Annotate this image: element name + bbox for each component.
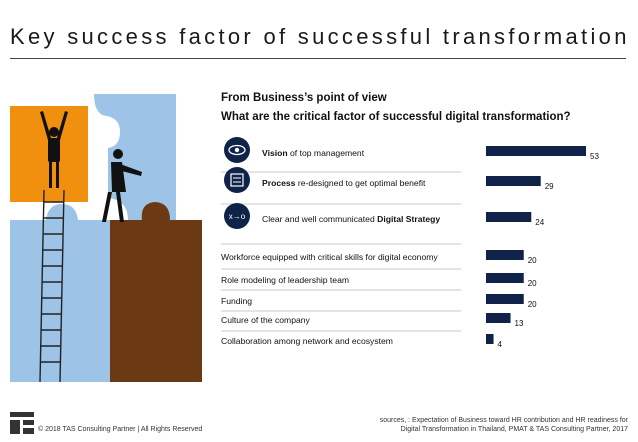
- category-label-4: Workforce equipped with critical skills …: [221, 252, 438, 262]
- bar-8: [486, 334, 494, 344]
- bar-2: [486, 176, 541, 186]
- bar-value-label-2: 29: [545, 182, 554, 191]
- category-label-1: Vision of top management: [262, 148, 365, 158]
- eye-icon-pupil: [234, 147, 240, 153]
- process-icon-circle: [224, 167, 250, 193]
- bar-7: [486, 313, 511, 323]
- puzzle-brown-piece: [110, 202, 202, 382]
- category-label-3: Clear and well communicated Digital Stra…: [262, 214, 440, 224]
- section-heading: From Business’s point of view: [221, 92, 387, 104]
- category-label-5: Role modeling of leadership team: [221, 275, 349, 285]
- strategy-icon: x→o: [229, 212, 246, 221]
- bar-value-label-4: 20: [528, 256, 537, 265]
- bar-5: [486, 273, 524, 283]
- category-label-6: Funding: [221, 296, 252, 306]
- man-figure: [102, 149, 142, 222]
- source-line-2: Digital Transformation in Thailand, PMAT…: [400, 426, 628, 433]
- bar-value-label-1: 53: [590, 152, 599, 161]
- eye-icon: [228, 144, 246, 156]
- bar-4: [486, 250, 524, 260]
- bar-6: [486, 294, 524, 304]
- bar-value-label-8: 4: [498, 340, 503, 349]
- bar-value-label-5: 20: [528, 279, 537, 288]
- bar-value-label-3: 24: [535, 218, 544, 227]
- copyright-text: © 2018 TAS Consulting Partner | All Righ…: [38, 426, 203, 433]
- puzzle-blue-piece-lower: [10, 204, 110, 382]
- bar-1: [486, 146, 586, 156]
- bar-3: [486, 212, 532, 222]
- source-line-1: sources, : Expectation of Business towar…: [379, 417, 628, 424]
- puzzle-illustration-icon: [10, 94, 202, 382]
- page-title: Key success factor of successful transfo…: [10, 24, 630, 49]
- woman-figure: [40, 111, 68, 188]
- chart-question: What are the critical factor of successf…: [221, 111, 571, 123]
- source-note: sources, : Expectation of Business towar…: [328, 416, 628, 434]
- category-label-2: Process re-designed to get optimal benef…: [262, 178, 426, 188]
- ladder: [39, 189, 65, 382]
- title-divider: [10, 58, 626, 59]
- bar-value-label-7: 13: [515, 319, 524, 328]
- process-icon: [230, 173, 244, 187]
- bar-value-label-6: 20: [528, 300, 537, 309]
- company-logo-icon: [10, 412, 34, 434]
- category-label-7: Culture of the company: [221, 315, 311, 325]
- category-label-8: Collaboration among network and ecosyste…: [221, 336, 393, 346]
- strategy-icon-circle: [224, 203, 250, 229]
